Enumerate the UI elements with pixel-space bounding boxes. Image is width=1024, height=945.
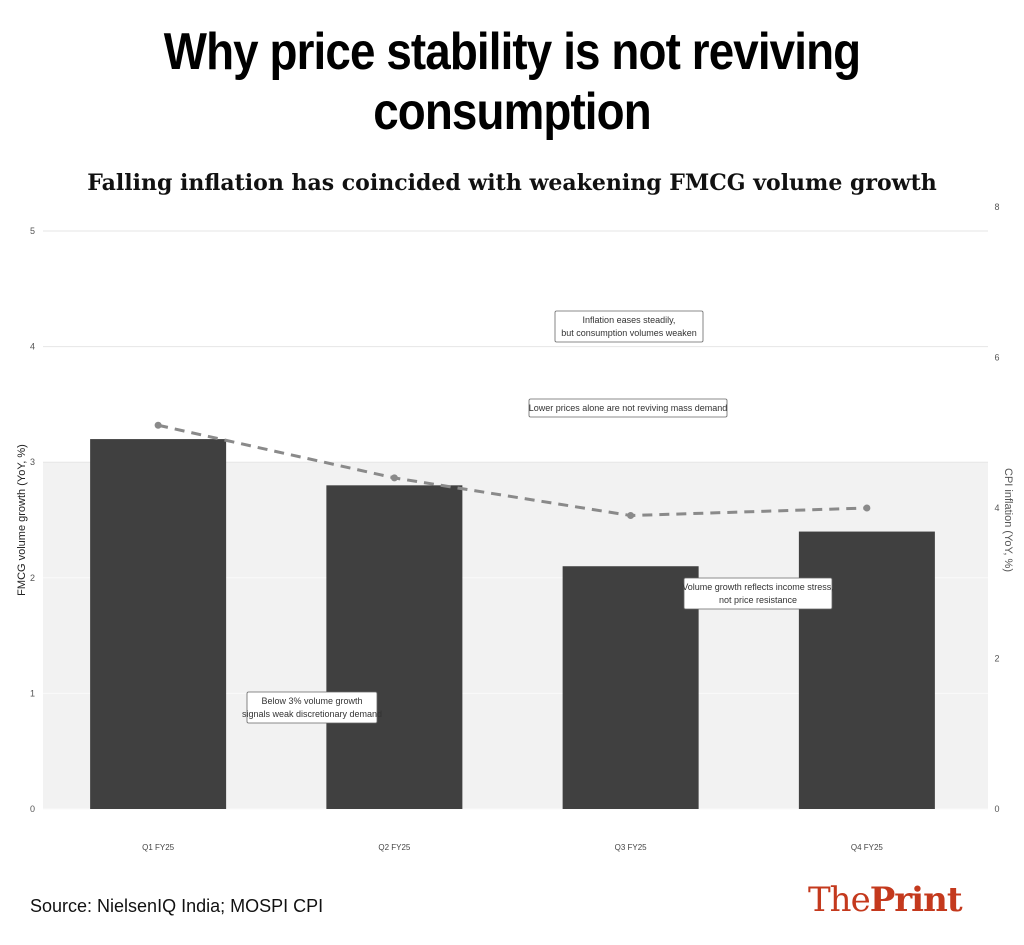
x-tick-label: Q3 FY25 <box>615 843 648 852</box>
annotation-box <box>683 577 833 610</box>
annotation-box <box>554 310 704 343</box>
annotation-text: Inflation eases steadily, <box>583 315 676 325</box>
x-tick-label: Q1 FY25 <box>142 843 175 852</box>
right-axis-label: CPI inflation (YoY, %) <box>1002 468 1014 572</box>
cpi-line <box>157 423 867 518</box>
x-tick-label: Q2 FY25 <box>378 843 411 852</box>
bar-q3-fy25 <box>562 566 699 809</box>
annotation-text: signals weak discretionary demand <box>242 709 382 719</box>
right-tick-label: 4 <box>994 503 999 513</box>
chart: 0 1 2 3 4 5 0 2 4 6 8 FMCG volume growth (YoY, %) CP… <box>16 202 1014 852</box>
bar-q1-fy25 <box>90 439 227 809</box>
right-tick-label: 6 <box>994 353 999 363</box>
annotation-text: not price resistance <box>719 595 797 605</box>
annotation-text: but consumption volumes weaken <box>561 328 697 338</box>
right-tick-label: 2 <box>994 654 999 664</box>
cpi-point <box>154 421 162 429</box>
left-tick-label: 2 <box>30 573 35 583</box>
cpi-point <box>863 504 871 512</box>
bar-q4-fy25 <box>798 531 935 809</box>
x-tick-label: Q4 FY25 <box>851 843 884 852</box>
left-tick-label: 0 <box>30 804 35 814</box>
theprint-logo: ThePrint <box>808 880 963 920</box>
right-tick-label: 0 <box>994 804 999 814</box>
chart-subtitle: Falling inflation has coincided with wea… <box>87 170 937 196</box>
annotation-box <box>528 398 728 418</box>
annotation-text: Lower prices alone are not reviving mass… <box>529 403 728 413</box>
annotation-text: Volume growth reflects income stress, <box>682 582 834 592</box>
right-tick-label: 8 <box>994 202 999 212</box>
left-tick-label: 4 <box>30 342 35 352</box>
chart-title: Why price stability is not reviving cons… <box>163 23 861 141</box>
left-tick-label: 1 <box>30 688 35 698</box>
annotation-text: Below 3% volume growth <box>261 696 362 706</box>
cpi-point <box>390 474 398 482</box>
source-note: Source: NielsenIQ India; MOSPI CPI <box>30 896 324 916</box>
left-tick-label: 3 <box>30 457 35 467</box>
left-axis-label: FMCG volume growth (YoY, %) <box>16 444 28 596</box>
annotation-box <box>246 691 378 724</box>
bar-q2-fy25 <box>326 485 463 809</box>
cpi-point <box>627 512 635 520</box>
left-tick-label: 5 <box>30 226 35 236</box>
